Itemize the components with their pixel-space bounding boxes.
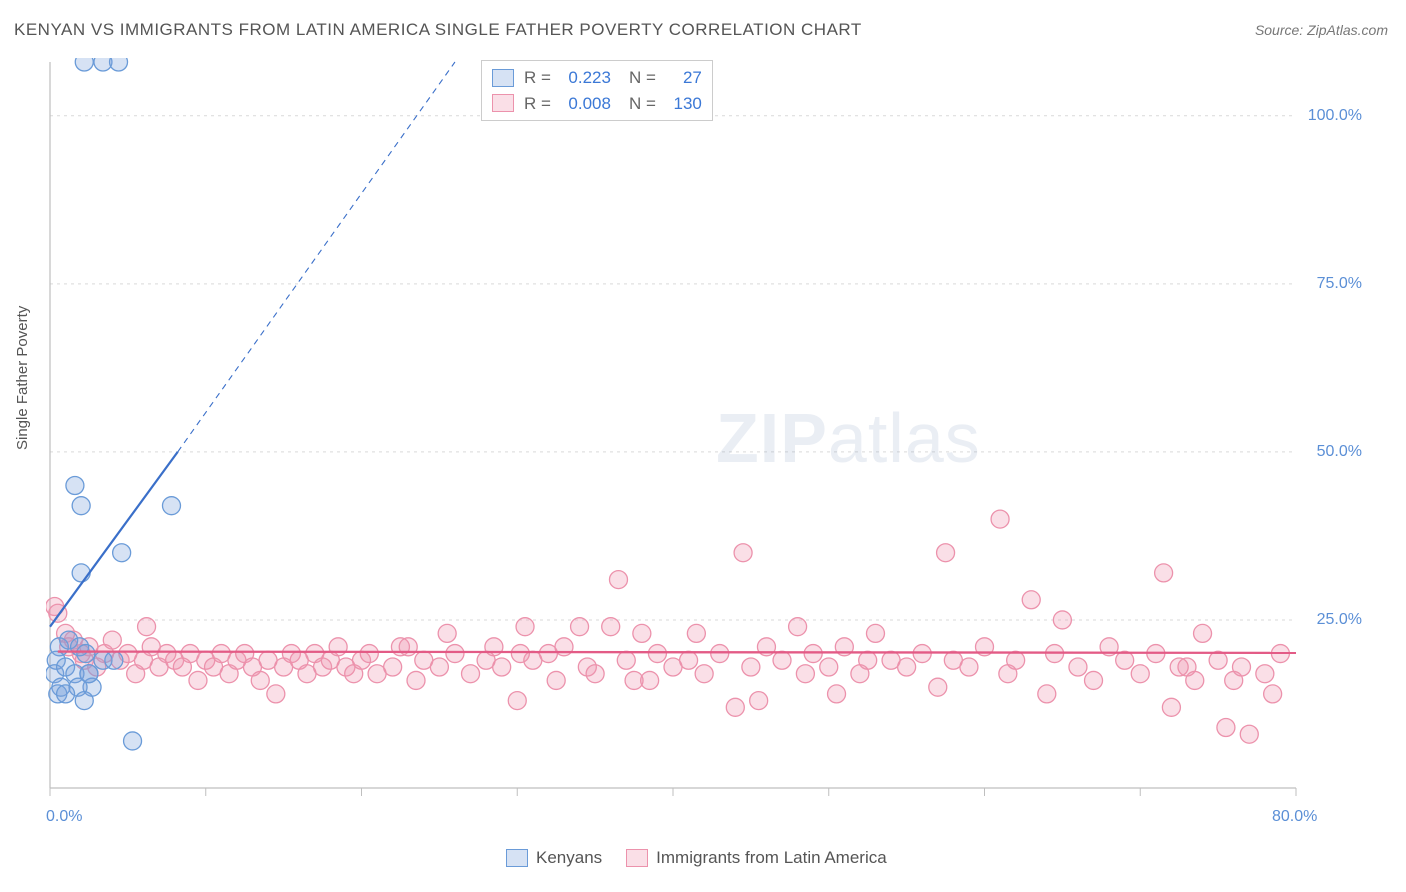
n-label: N = (629, 65, 656, 91)
swatch-latin (492, 94, 514, 112)
chart-area: ZIPatlas R = 0.223 N = 27 R = 0.008 N = … (46, 58, 1366, 828)
legend-label-latin: Immigrants from Latin America (656, 848, 887, 868)
stats-row-latin: R = 0.008 N = 130 (492, 91, 702, 117)
r-label: R = (524, 65, 551, 91)
y-tick-label: 25.0% (1317, 611, 1362, 629)
r-value-latin: 0.008 (561, 91, 611, 117)
scatter-plot-svg (46, 58, 1366, 828)
legend-swatch-kenyans (506, 849, 528, 867)
y-axis-label: Single Father Poverty (14, 306, 31, 450)
legend-item-kenyans: Kenyans (506, 848, 602, 868)
x-tick-label: 0.0% (46, 808, 82, 826)
r-value-kenyans: 0.223 (561, 65, 611, 91)
y-tick-label: 100.0% (1308, 107, 1362, 125)
stats-legend: R = 0.223 N = 27 R = 0.008 N = 130 (481, 60, 713, 121)
legend-label-kenyans: Kenyans (536, 848, 602, 868)
n-value-kenyans: 27 (666, 65, 702, 91)
swatch-kenyans (492, 69, 514, 87)
chart-title: KENYAN VS IMMIGRANTS FROM LATIN AMERICA … (14, 20, 862, 40)
legend-swatch-latin (626, 849, 648, 867)
y-tick-label: 50.0% (1317, 443, 1362, 461)
n-value-latin: 130 (666, 91, 702, 117)
x-tick-label: 80.0% (1272, 808, 1317, 826)
y-tick-label: 75.0% (1317, 275, 1362, 293)
n-label-2: N = (629, 91, 656, 117)
series-legend: Kenyans Immigrants from Latin America (506, 848, 887, 868)
stats-row-kenyans: R = 0.223 N = 27 (492, 65, 702, 91)
source-attribution: Source: ZipAtlas.com (1255, 22, 1388, 38)
r-label-2: R = (524, 91, 551, 117)
legend-item-latin: Immigrants from Latin America (626, 848, 887, 868)
